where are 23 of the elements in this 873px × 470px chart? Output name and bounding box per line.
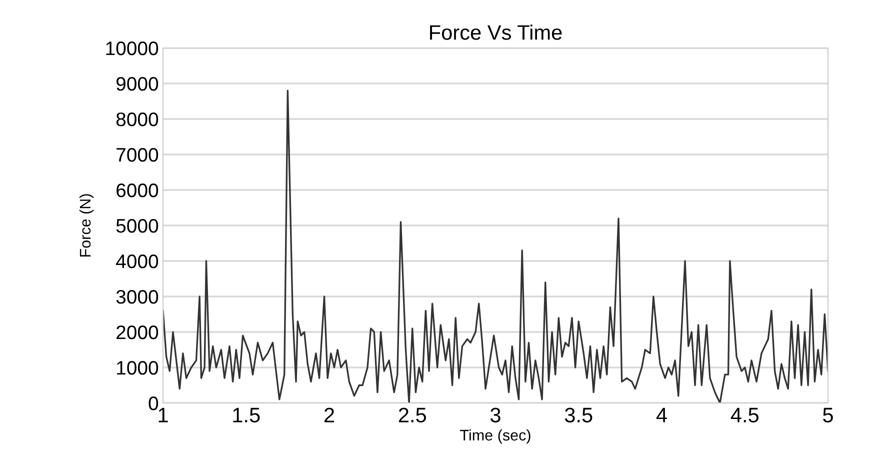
x-tick-label: 2 — [324, 408, 334, 422]
x-tick-label: 1 — [158, 408, 168, 422]
y-tick-label: 1000 — [117, 360, 158, 375]
chart-title: Force Vs Time — [430, 24, 562, 40]
x-axis-title: Time (sec) — [460, 429, 530, 444]
y-tick-label: 8000 — [116, 112, 158, 126]
y-axis-title: Force (N) — [79, 194, 94, 256]
y-tick-label: 4000 — [116, 254, 158, 268]
y-tick-label: 6000 — [116, 183, 158, 198]
x-tick-label: 3 — [490, 408, 500, 422]
x-tick-label: 4 — [656, 408, 667, 422]
x-tick-label: 1.5 — [233, 408, 260, 422]
y-tick-label: 10000 — [106, 41, 158, 56]
y-tick-label: 9000 — [116, 76, 158, 91]
y-tick-label: 5000 — [116, 218, 158, 233]
y-tick-label: 3000 — [116, 290, 158, 304]
x-tick-label: 3.5 — [564, 408, 592, 422]
x-tick-label: 5 — [823, 408, 833, 422]
y-tick-label: 7000 — [116, 148, 158, 162]
y-tick-label: 2000 — [116, 325, 158, 340]
x-tick-label: 4.5 — [730, 408, 758, 422]
x-tick-label: 2.5 — [398, 408, 426, 422]
y-tick-label: 0 — [148, 396, 158, 410]
